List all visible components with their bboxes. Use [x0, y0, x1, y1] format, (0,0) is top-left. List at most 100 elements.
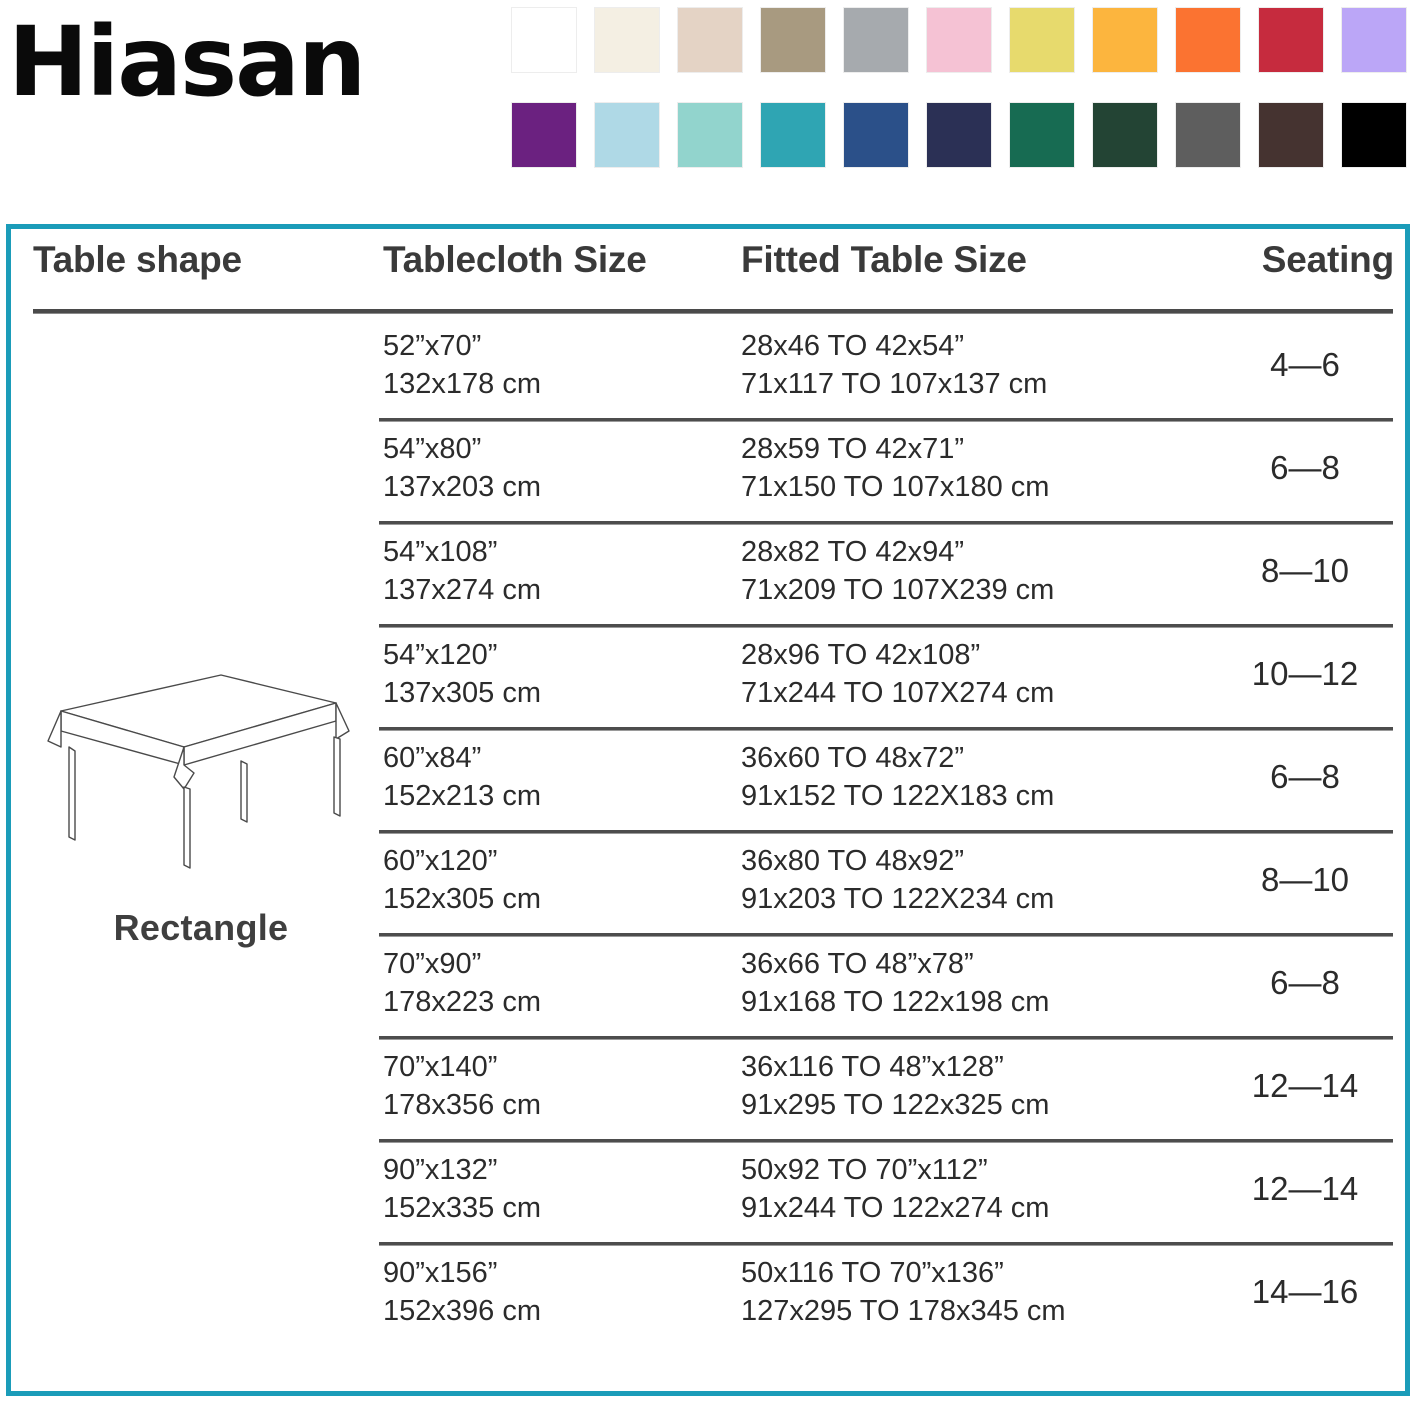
- cell-tablecloth-size: 54”x80” 137x203 cm: [383, 430, 739, 506]
- cell-fitted-table-size: 36x60 TO 48x72” 91x152 TO 122X183 cm: [741, 739, 1211, 815]
- tablecloth-size-cm: 178x223 cm: [383, 986, 541, 1018]
- color-swatch-orange[interactable]: [1176, 8, 1240, 72]
- color-swatch-dark-brown[interactable]: [1259, 103, 1323, 167]
- tablecloth-size-cm: 152x305 cm: [383, 883, 541, 915]
- fitted-size-cm: 91x152 TO 122X183 cm: [741, 780, 1055, 812]
- fitted-size-cm: 71x209 TO 107X239 cm: [741, 574, 1055, 606]
- cell-seating: 6—8: [1270, 758, 1340, 795]
- fitted-size-cm: 71x244 TO 107X274 cm: [741, 677, 1055, 709]
- cell-fitted-table-size: 28x82 TO 42x94” 71x209 TO 107X239 cm: [741, 533, 1211, 609]
- header-band: Hiasan: [0, 0, 1416, 200]
- tablecloth-size-cm: 132x178 cm: [383, 368, 541, 400]
- tablecloth-size-cm: 137x305 cm: [383, 677, 541, 709]
- tablecloth-size-cm: 137x274 cm: [383, 574, 541, 606]
- tablecloth-size-inches: 70”x140”: [383, 1051, 498, 1083]
- cell-tablecloth-size: 90”x156” 152x396 cm: [383, 1254, 739, 1330]
- cell-tablecloth-size: 52”x70” 132x178 cm: [383, 327, 739, 403]
- table-shape-cell: Rectangle: [27, 669, 375, 949]
- table-row: 90”x156” 152x396 cm 50x116 TO 70”x136” 127x…: [11, 1242, 1405, 1345]
- color-swatch-row-2: [512, 103, 1408, 167]
- fitted-size-cm: 91x203 TO 122X234 cm: [741, 883, 1055, 915]
- color-swatch-taupe[interactable]: [761, 8, 825, 72]
- cell-tablecloth-size: 70”x140” 178x356 cm: [383, 1048, 739, 1124]
- color-swatch-forest[interactable]: [1093, 103, 1157, 167]
- table-row: 54”x108” 137x274 cm 28x82 TO 42x94” 71x209 …: [11, 521, 1405, 624]
- color-swatch-pink[interactable]: [927, 8, 991, 72]
- cell-tablecloth-size: 70”x90” 178x223 cm: [383, 945, 739, 1021]
- size-chart-panel: Table shape Tablecloth Size Fitted Table…: [6, 224, 1410, 1396]
- color-swatch-aqua[interactable]: [678, 103, 742, 167]
- fitted-size-cm: 91x244 TO 122x274 cm: [741, 1192, 1050, 1224]
- color-swatch-cream[interactable]: [595, 8, 659, 72]
- color-swatch-yellow[interactable]: [1010, 8, 1074, 72]
- cell-seating: 6—8: [1270, 964, 1340, 1001]
- color-swatch-lavender[interactable]: [1342, 8, 1406, 72]
- tablecloth-size-cm: 137x203 cm: [383, 471, 541, 503]
- fitted-size-cm: 71x150 TO 107x180 cm: [741, 471, 1050, 503]
- cell-fitted-table-size: 36x80 TO 48x92” 91x203 TO 122X234 cm: [741, 842, 1211, 918]
- color-swatch-gray[interactable]: [844, 8, 908, 72]
- color-swatch-white[interactable]: [512, 8, 576, 72]
- tablecloth-size-inches: 60”x84”: [383, 742, 482, 774]
- tablecloth-size-cm: 152x335 cm: [383, 1192, 541, 1224]
- fitted-size-inches: 50x92 TO 70”x112”: [741, 1154, 988, 1186]
- tablecloth-size-cm: 152x213 cm: [383, 780, 541, 812]
- color-swatch-blue[interactable]: [844, 103, 908, 167]
- color-swatch-row-1: [512, 8, 1408, 72]
- fitted-size-inches: 28x96 TO 42x108”: [741, 639, 981, 671]
- tablecloth-size-inches: 54”x108”: [383, 536, 498, 568]
- fitted-size-cm: 127x295 TO 178x345 cm: [741, 1295, 1066, 1327]
- color-swatch-teal[interactable]: [761, 103, 825, 167]
- fitted-size-inches: 36x66 TO 48”x78”: [741, 948, 974, 980]
- fitted-size-cm: 91x295 TO 122x325 cm: [741, 1089, 1050, 1121]
- color-swatch-crimson[interactable]: [1259, 8, 1323, 72]
- tablecloth-size-inches: 52”x70”: [383, 330, 482, 362]
- color-swatch-dark-gray[interactable]: [1176, 103, 1240, 167]
- cell-tablecloth-size: 60”x120” 152x305 cm: [383, 842, 739, 918]
- table-row: 60”x120” 152x305 cm 36x80 TO 48x92” 91x203 …: [11, 830, 1405, 933]
- tablecloth-size-inches: 70”x90”: [383, 948, 482, 980]
- cell-seating: 8—10: [1260, 552, 1350, 589]
- color-swatch-navy[interactable]: [927, 103, 991, 167]
- column-header-seating: Seating: [1261, 239, 1394, 280]
- tablecloth-size-inches: 54”x80”: [383, 433, 482, 465]
- cell-tablecloth-size: 54”x120” 137x305 cm: [383, 636, 739, 712]
- cell-fitted-table-size: 36x116 TO 48”x128” 91x295 TO 122x325 cm: [741, 1048, 1211, 1124]
- color-swatch-purple[interactable]: [512, 103, 576, 167]
- cell-seating: 6—8: [1270, 449, 1340, 486]
- color-swatch-gold[interactable]: [1093, 8, 1157, 72]
- fitted-size-inches: 36x60 TO 48x72”: [741, 742, 965, 774]
- color-swatch-beige[interactable]: [678, 8, 742, 72]
- brand-logo: Hiasan: [8, 6, 366, 118]
- cell-seating: 14—16: [1251, 1273, 1359, 1310]
- cell-fitted-table-size: 28x46 TO 42x54” 71x117 TO 107x137 cm: [741, 327, 1211, 403]
- cell-fitted-table-size: 36x66 TO 48”x78” 91x168 TO 122x198 cm: [741, 945, 1211, 1021]
- fitted-size-inches: 36x80 TO 48x92”: [741, 845, 965, 877]
- table-body: 52”x70” 132x178 cm 28x46 TO 42x54” 71x117 T…: [11, 315, 1405, 1345]
- rectangle-table-illustration: [47, 674, 350, 869]
- cell-seating: 8—10: [1260, 861, 1350, 898]
- color-swatch-light-blue[interactable]: [595, 103, 659, 167]
- cell-fitted-table-size: 50x116 TO 70”x136” 127x295 TO 178x345 cm: [741, 1254, 1211, 1330]
- cell-fitted-table-size: 28x96 TO 42x108” 71x244 TO 107X274 cm: [741, 636, 1211, 712]
- table-row: 60”x84” 152x213 cm 36x60 TO 48x72” 91x152 T…: [11, 727, 1405, 830]
- tablecloth-size-cm: 178x356 cm: [383, 1089, 541, 1121]
- header-divider: [33, 309, 1393, 314]
- cell-fitted-table-size: 50x92 TO 70”x112” 91x244 TO 122x274 cm: [741, 1151, 1211, 1227]
- fitted-size-inches: 28x46 TO 42x54”: [741, 330, 965, 362]
- cell-fitted-table-size: 28x59 TO 42x71” 71x150 TO 107x180 cm: [741, 430, 1211, 506]
- cell-seating: 10—12: [1251, 655, 1359, 692]
- color-swatch-black[interactable]: [1342, 103, 1406, 167]
- cell-seating: 4—6: [1270, 346, 1340, 383]
- cell-tablecloth-size: 54”x108” 137x274 cm: [383, 533, 739, 609]
- column-header-tablecloth-size: Tablecloth Size: [383, 239, 647, 280]
- cell-seating: 12—14: [1251, 1067, 1359, 1104]
- table-shape-label: Rectangle: [113, 907, 289, 948]
- color-swatch-emerald[interactable]: [1010, 103, 1074, 167]
- table-row: 54”x120” 137x305 cm 28x96 TO 42x108” 71x244…: [11, 624, 1405, 727]
- tablecloth-size-cm: 152x396 cm: [383, 1295, 541, 1327]
- column-header-fitted-table-size: Fitted Table Size: [741, 239, 1027, 280]
- table-row: 70”x140” 178x356 cm 36x116 TO 48”x128” 91x2…: [11, 1036, 1405, 1139]
- table-row: 70”x90” 178x223 cm 36x66 TO 48”x78” 91x168 …: [11, 933, 1405, 1036]
